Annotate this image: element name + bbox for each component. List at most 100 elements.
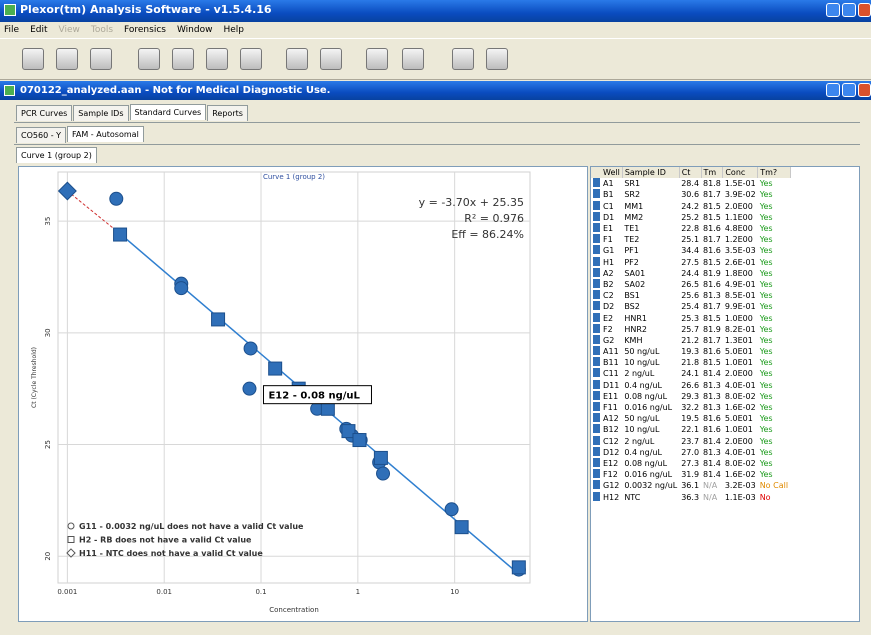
table-row[interactable]: C12 2 ng/uL 23.7 81.4 2.0E00 Yes [591,435,790,447]
table-row[interactable]: C1 MM1 24.2 81.5 2.0E00 Yes [591,200,790,212]
table-cell: 25.3 [681,313,700,323]
well-swatch [593,424,600,434]
toolbar-button[interactable] [206,48,228,70]
table-cell: Yes [759,291,773,301]
table-cell: Yes [759,235,773,245]
toolbar-button[interactable] [402,48,424,70]
toolbar-button[interactable] [320,48,342,70]
well-swatch [593,469,600,479]
table-row[interactable]: C11 2 ng/uL 24.1 81.4 2.0E00 Yes [591,368,790,379]
table-row[interactable]: A11 50 ng/uL 19.3 81.6 5.0E01 Yes [591,346,790,357]
table-row[interactable]: F12 0.016 ng/uL 31.9 81.4 1.6E-02 Yes [591,469,790,480]
table-row[interactable]: E1 TE1 22.8 81.6 4.8E00 Yes [591,223,790,234]
column-header[interactable]: Sample ID [622,167,680,179]
table-cell: 29.3 [681,391,700,401]
table-cell: 81.5 [703,257,721,267]
menu-item[interactable]: Help [223,25,244,35]
window-title-bar: Plexor(tm) Analysis Software - v1.5.4.16 [0,0,871,22]
table-cell: 81.5 [703,201,721,211]
table-cell: 5.0E01 [724,347,753,357]
table-row[interactable]: B12 10 ng/uL 22.1 81.6 1.0E01 Yes [591,424,790,435]
table-row[interactable]: D2 BS2 25.4 81.7 9.9E-01 Yes [591,301,790,312]
table-cell: 81.4 [703,436,721,446]
toolbar-button[interactable] [90,48,112,70]
table-cell: 24.2 [681,201,700,211]
table-cell: 81.7 [703,302,721,312]
x-axis-label: Concentration [269,606,319,614]
table-cell: C12 [591,435,622,447]
table-row[interactable]: H12 NTC 36.3 N/A 1.1E-03 No [591,491,790,502]
column-header[interactable]: Tm [701,167,724,179]
table-row[interactable]: G2 KMH 21.2 81.7 1.3E01 Yes [591,334,790,346]
table-cell: 36.3 [681,492,700,502]
table-row[interactable]: B1 SR2 30.6 81.7 3.9E-02 Yes [591,189,790,200]
doc-close-button[interactable] [858,83,871,97]
table-row[interactable]: A12 50 ng/uL 19.5 81.6 5.0E01 Yes [591,413,790,424]
toolbar-button[interactable] [286,48,308,70]
toolbar-button[interactable] [138,48,160,70]
doc-maximize-button[interactable] [842,83,856,97]
menu-item[interactable]: Forensics [124,25,166,35]
toolbar-button[interactable] [452,48,474,70]
table-cell: H1 [591,256,622,268]
close-button[interactable] [858,3,871,17]
table-row[interactable]: B2 SA02 26.5 81.6 4.9E-01 Yes [591,278,790,290]
table-row[interactable]: A1 SR1 28.4 81.8 1.5E-01 Yes [591,178,790,189]
table-row[interactable]: E12 0.08 ng/uL 27.3 81.4 8.0E-02 Yes [591,457,790,469]
menu-item[interactable]: Tools [90,25,114,35]
table-row[interactable]: C2 BS1 25.6 81.3 8.5E-01 Yes [591,290,790,301]
tab[interactable]: Sample IDs [73,105,129,121]
minimize-button[interactable] [826,3,840,17]
column-header[interactable]: Tm? [757,167,791,179]
toolbar-button[interactable] [366,48,388,70]
column-header[interactable]: Conc [722,167,759,179]
table-cell: Yes [759,268,773,278]
column-header[interactable]: Well [591,167,623,179]
toolbar-button[interactable] [240,48,262,70]
curve-tab[interactable]: Curve 1 (group 2) [16,147,97,163]
table-row[interactable]: D12 0.4 ng/uL 27.0 81.3 4.0E-01 Yes [591,446,790,458]
table-row[interactable]: G12 0.0032 ng/uL 36.1 N/A 3.2E-03 No Call [591,480,790,491]
table-row[interactable]: E11 0.08 ng/uL 29.3 81.3 8.0E-02 Yes [591,390,790,402]
table-row[interactable]: D1 MM2 25.2 81.5 1.1E00 Yes [591,211,790,223]
tab[interactable]: Standard Curves [129,104,207,120]
table-row[interactable]: D11 0.4 ng/uL 26.6 81.3 4.0E-01 Yes [591,379,790,391]
table-row[interactable]: F11 0.016 ng/uL 32.2 81.3 1.6E-02 Yes [591,402,790,413]
table-cell: 24.4 [681,268,700,278]
tab[interactable]: FAM - Autosomal [67,126,144,142]
table-cell: 8.5E-01 [724,291,756,301]
toolbar-button[interactable] [56,48,78,70]
table-cell: No Call [759,481,789,491]
table-cell: 1.2E00 [724,235,753,245]
column-header[interactable]: Ct [679,167,702,179]
toolbar-button[interactable] [172,48,194,70]
table-row[interactable]: G1 PF1 34.4 81.6 3.5E-03 Yes [591,245,790,256]
table-row[interactable]: B11 10 ng/uL 21.8 81.5 1.0E01 Yes [591,357,790,368]
curve-tabs: Curve 1 (group 2) [16,147,98,164]
table-cell: 81.3 [703,380,721,390]
menu-item[interactable]: Edit [30,25,48,35]
table-row[interactable]: F1 TE2 25.1 81.7 1.2E00 Yes [591,234,790,245]
table-row[interactable]: H1 PF2 27.5 81.5 2.6E-01 Yes [591,256,790,268]
menu-item[interactable]: View [58,25,80,35]
maximize-button[interactable] [842,3,856,17]
data-point [511,560,526,575]
table-cell: 10 ng/uL [624,358,660,368]
data-point [320,401,335,416]
table-cell: 25.6 [681,291,700,301]
menu-item[interactable]: Window [176,25,213,35]
tab[interactable]: CO560 - Y [16,127,67,143]
table-cell: Yes [759,425,773,435]
table-row[interactable]: A2 SA01 24.4 81.9 1.8E00 Yes [591,267,790,279]
doc-minimize-button[interactable] [826,83,840,97]
tab[interactable]: Reports [207,105,248,121]
table-cell: 81.6 [703,246,721,256]
table-row[interactable]: F2 HNR2 25.7 81.9 8.2E-01 Yes [591,323,790,335]
toolbar-button[interactable] [22,48,44,70]
table-cell: E12 [591,457,622,469]
table-cell: 8.0E-02 [724,458,756,468]
menu-item[interactable]: File [4,25,20,35]
tab[interactable]: PCR Curves [16,105,73,121]
toolbar-button[interactable] [486,48,508,70]
table-row[interactable]: E2 HNR1 25.3 81.5 1.0E00 Yes [591,312,790,323]
